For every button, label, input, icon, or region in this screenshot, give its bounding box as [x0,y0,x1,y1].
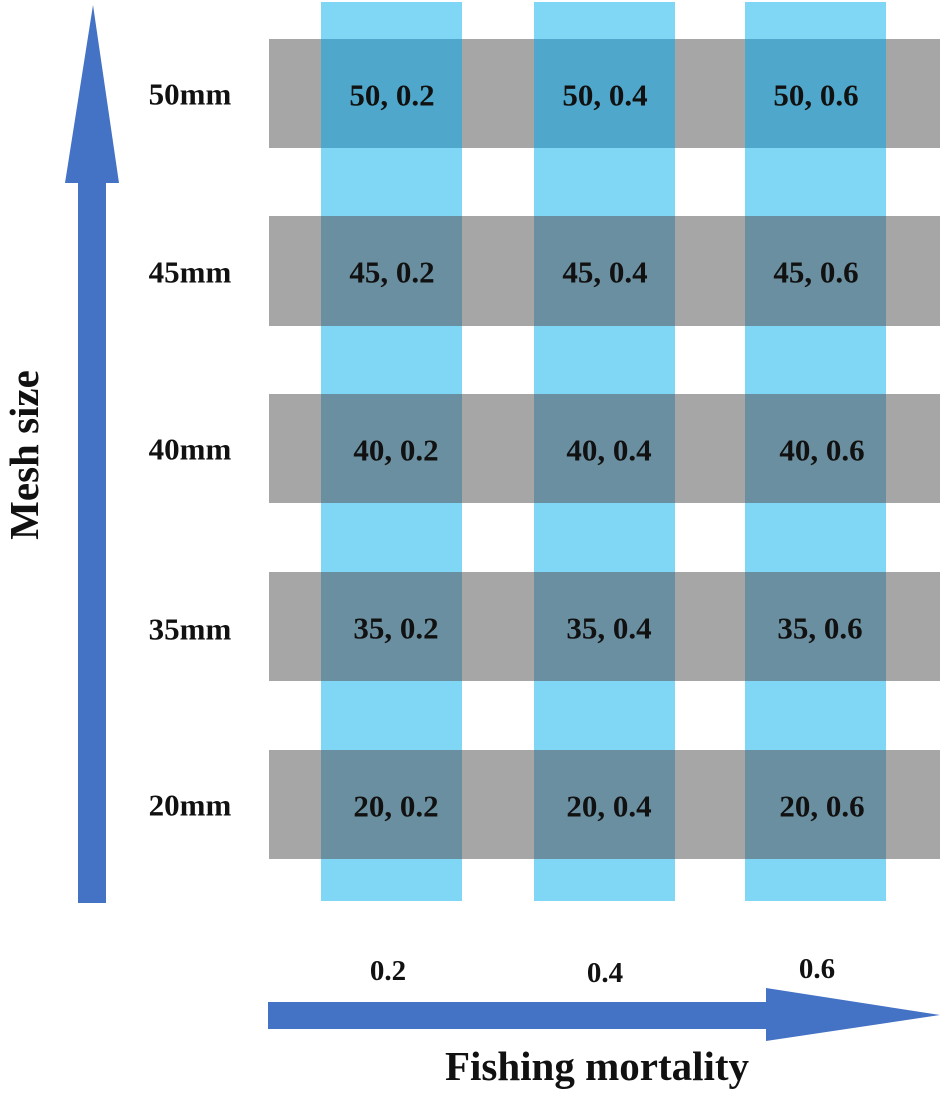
overlap-cell [534,394,675,503]
cell-label: 20, 0.4 [566,789,651,824]
row-label-20mm: 20mm [149,788,232,823]
overlap-cell [534,39,675,148]
overlap-cell [321,572,462,681]
cell-label: 40, 0.2 [353,433,438,468]
overlap-cell [745,39,886,148]
overlap-cell [534,750,675,859]
overlap-cell [534,572,675,681]
cell-label: 50, 0.6 [773,78,858,113]
y-axis-arrow [65,5,119,903]
row-label-35mm: 35mm [149,612,232,647]
overlap-cell [745,572,886,681]
cell-label: 40, 0.6 [779,433,864,468]
y-axis-title: Mesh size [1,370,47,540]
cell-label: 20, 0.6 [779,789,864,824]
overlap-cell [321,39,462,148]
cell-label: 35, 0.2 [353,611,438,646]
column-label-0.6: 0.6 [799,953,835,985]
overlap-cell [745,216,886,326]
cell-label: 50, 0.2 [349,78,434,113]
cell-label: 35, 0.4 [566,611,651,646]
overlap-cell [745,394,886,503]
column-label-0.2: 0.2 [370,955,406,987]
overlap-cell [321,750,462,859]
cell-label: 45, 0.6 [773,255,858,290]
row-label-50mm: 50mm [149,77,232,112]
column-label-0.4: 0.4 [587,957,623,989]
cell-label: 35, 0.6 [777,611,862,646]
cell-label: 45, 0.4 [562,255,647,290]
cell-label: 20, 0.2 [353,789,438,824]
row-label-40mm: 40mm [149,432,232,467]
overlap-cell [745,750,886,859]
overlap-cell [321,394,462,503]
x-axis-title: Fishing mortality [445,1043,750,1089]
cell-label: 40, 0.4 [566,433,651,468]
row-label-45mm: 45mm [149,255,232,290]
x-axis-arrow [268,988,940,1041]
cell-label: 50, 0.4 [562,78,647,113]
overlap-cell [534,216,675,326]
cell-label: 45, 0.2 [349,255,434,290]
overlap-cell [321,216,462,326]
overlap-cells [321,39,886,859]
